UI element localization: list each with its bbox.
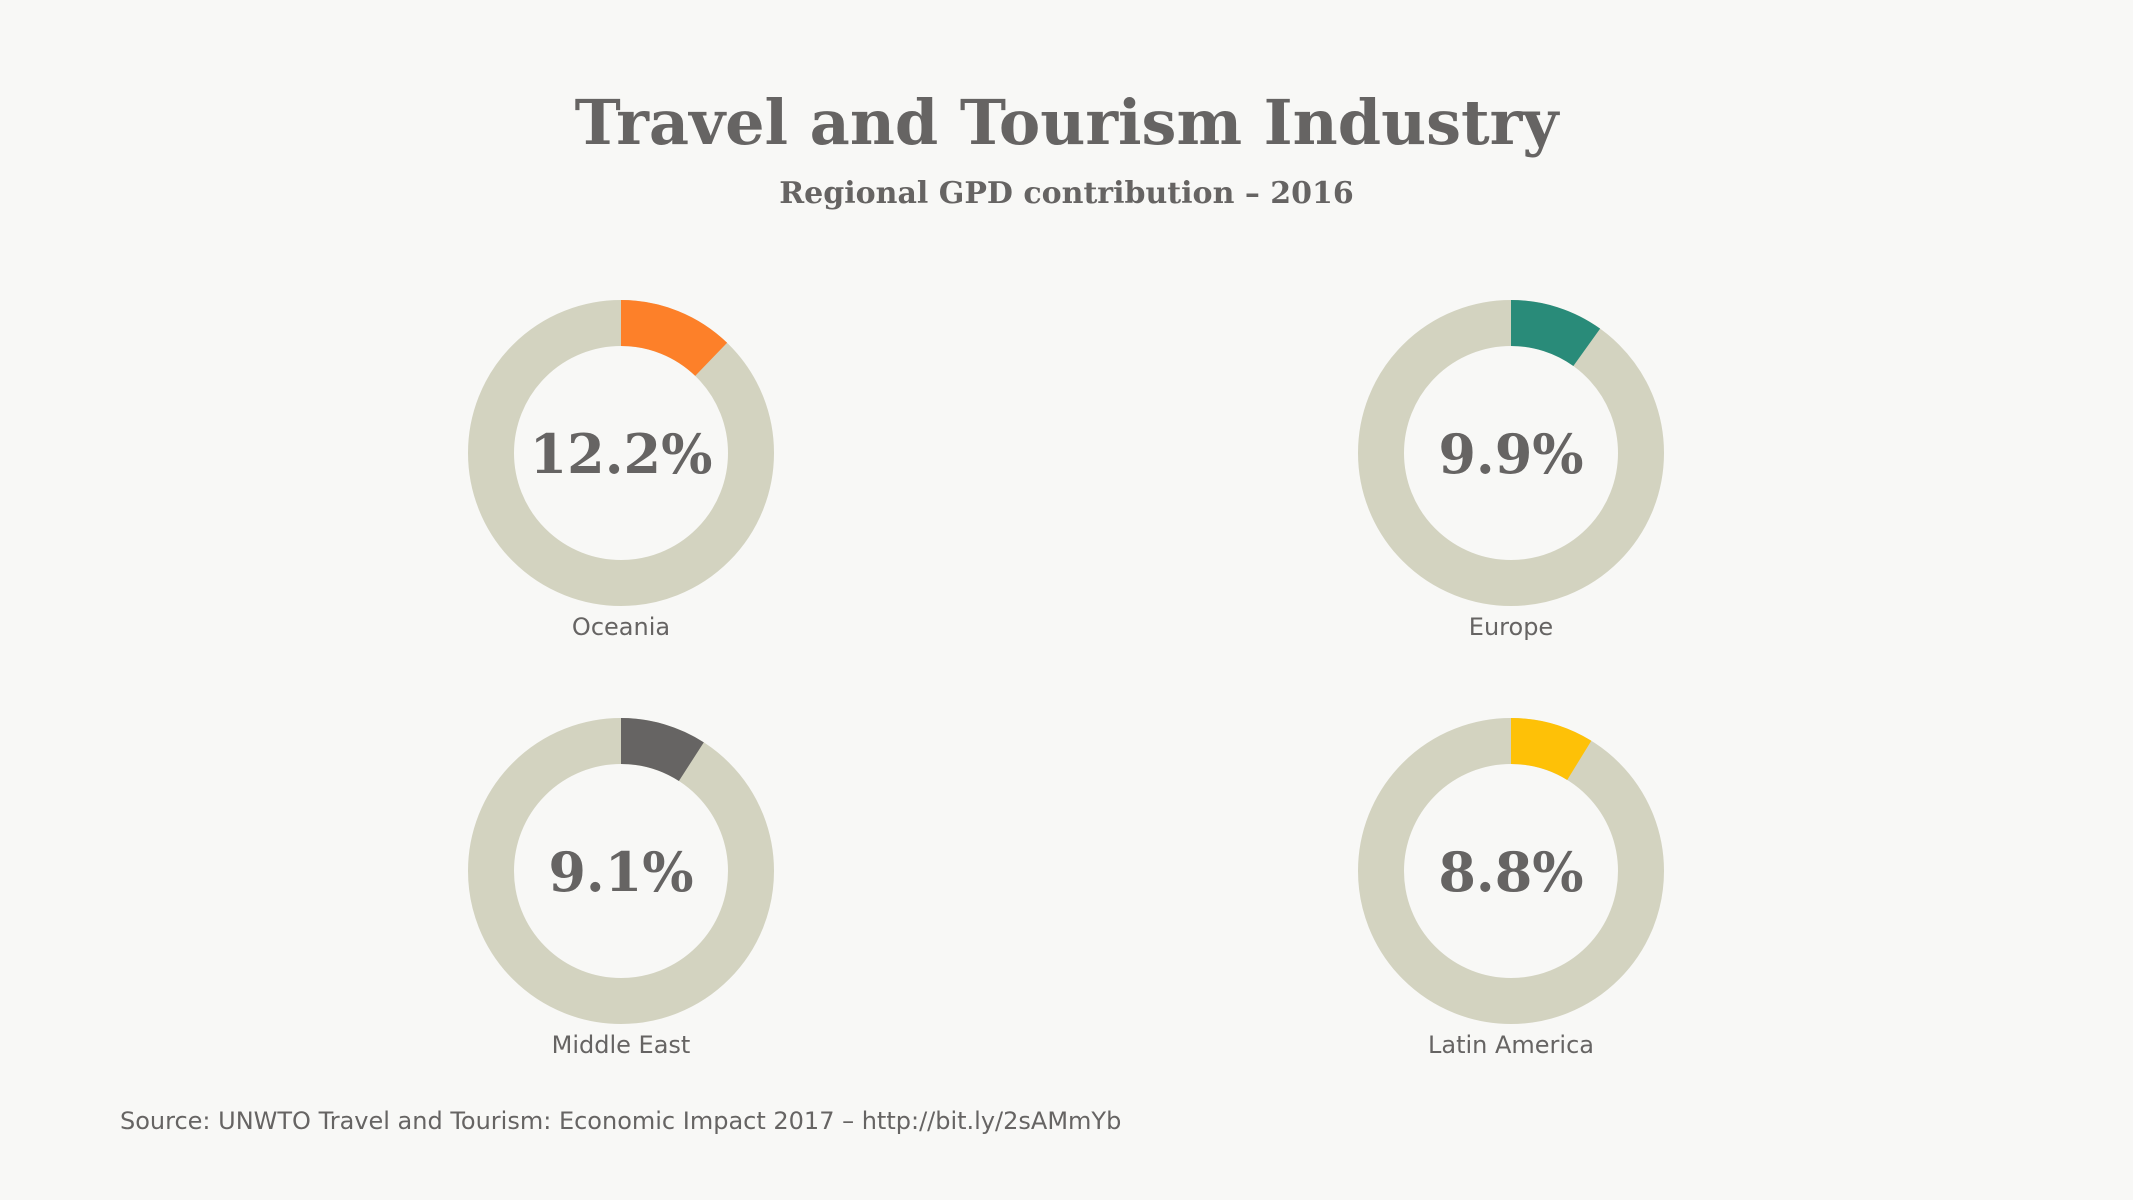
donut-value-europe: 9.9% [1438,422,1583,486]
donut-value-latin-america: 8.8% [1438,840,1583,904]
donut-slice-europe [1510,300,1601,367]
donut-label-latin-america: Latin America [1428,1031,1594,1059]
donut-value-oceania: 12.2% [530,422,713,486]
donut-label-middle-east: Middle East [552,1031,691,1059]
donut-label-europe: Europe [1469,613,1553,641]
source-note: Source: UNWTO Travel and Tourism: Econom… [120,1107,1122,1135]
donut-value-middle-east: 9.1% [548,840,693,904]
donut-slice-latin-america [1510,718,1592,781]
donut-europe: 9.9% Europe [1358,300,1664,641]
donut-latin-america: 8.8% Latin America [1358,718,1664,1059]
donut-label-oceania: Oceania [572,613,670,641]
donut-slice-middle-east [620,718,704,782]
donut-oceania: 12.2% Oceania [468,300,774,641]
donut-middle-east: 9.1% Middle East [468,718,774,1059]
chart-title: Travel and Tourism Industry [574,86,1559,159]
donut-slice-oceania [620,300,728,377]
chart-subtitle: Regional GPD contribution – 2016 [779,176,1354,211]
